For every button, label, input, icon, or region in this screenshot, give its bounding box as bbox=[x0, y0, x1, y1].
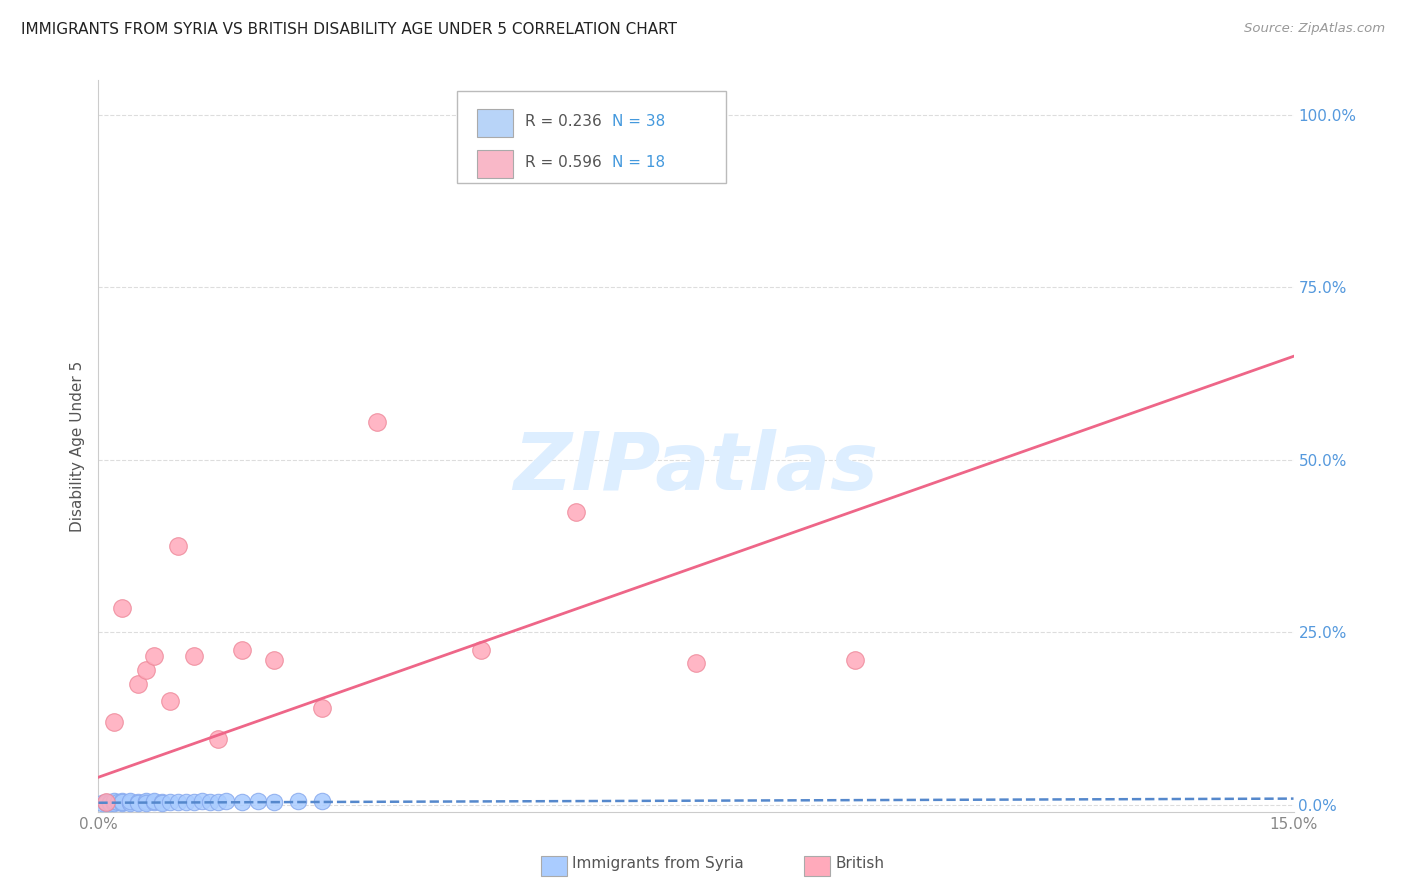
Point bbox=[150, 796, 173, 810]
Text: Source: ZipAtlas.com: Source: ZipAtlas.com bbox=[1244, 22, 1385, 36]
Point bbox=[311, 794, 333, 808]
Text: ZIPatlas: ZIPatlas bbox=[513, 429, 879, 507]
Point bbox=[231, 642, 253, 657]
Text: British: British bbox=[835, 856, 884, 871]
Point bbox=[111, 795, 134, 809]
Point bbox=[120, 796, 142, 810]
Point bbox=[287, 794, 309, 808]
Point bbox=[174, 795, 197, 809]
Point bbox=[565, 504, 588, 518]
Y-axis label: Disability Age Under 5: Disability Age Under 5 bbox=[70, 360, 86, 532]
Point bbox=[231, 795, 253, 809]
Point bbox=[111, 795, 134, 809]
FancyBboxPatch shape bbox=[477, 150, 513, 178]
Point bbox=[96, 796, 118, 810]
Text: R = 0.596: R = 0.596 bbox=[524, 155, 602, 170]
Point bbox=[844, 653, 866, 667]
Point bbox=[111, 601, 134, 615]
FancyBboxPatch shape bbox=[457, 91, 725, 183]
Point bbox=[143, 649, 166, 664]
Text: R = 0.236: R = 0.236 bbox=[524, 114, 602, 129]
FancyBboxPatch shape bbox=[477, 109, 513, 136]
Point bbox=[183, 795, 205, 809]
Point bbox=[143, 794, 166, 808]
Point bbox=[685, 657, 707, 671]
Point bbox=[150, 795, 173, 809]
Point bbox=[191, 794, 214, 808]
Point bbox=[135, 663, 157, 677]
Point bbox=[135, 794, 157, 808]
Point bbox=[135, 795, 157, 809]
Text: N = 38: N = 38 bbox=[613, 114, 665, 129]
Point bbox=[111, 794, 134, 808]
Point bbox=[159, 694, 181, 708]
Point bbox=[96, 795, 118, 809]
Text: Immigrants from Syria: Immigrants from Syria bbox=[572, 856, 744, 871]
Point bbox=[470, 642, 492, 657]
Point bbox=[167, 795, 190, 809]
Point bbox=[143, 795, 166, 809]
Point bbox=[311, 701, 333, 715]
Point bbox=[127, 796, 149, 810]
Point bbox=[103, 795, 125, 809]
Point bbox=[246, 794, 269, 808]
Point bbox=[183, 649, 205, 664]
Point bbox=[127, 677, 149, 691]
Point bbox=[107, 795, 129, 809]
Point bbox=[91, 796, 114, 810]
Point bbox=[120, 794, 142, 808]
Point bbox=[167, 539, 190, 553]
Point bbox=[366, 415, 388, 429]
Point bbox=[263, 653, 285, 667]
Point bbox=[135, 796, 157, 810]
Point bbox=[207, 795, 229, 809]
Point bbox=[159, 795, 181, 809]
Point bbox=[96, 795, 118, 809]
Point bbox=[263, 795, 285, 809]
Point bbox=[127, 795, 149, 809]
Text: IMMIGRANTS FROM SYRIA VS BRITISH DISABILITY AGE UNDER 5 CORRELATION CHART: IMMIGRANTS FROM SYRIA VS BRITISH DISABIL… bbox=[21, 22, 678, 37]
Point bbox=[120, 795, 142, 809]
Point bbox=[103, 796, 125, 810]
Point bbox=[111, 796, 134, 810]
Point bbox=[100, 796, 122, 810]
Point bbox=[198, 795, 221, 809]
Point bbox=[207, 732, 229, 747]
Point bbox=[103, 794, 125, 808]
Point bbox=[100, 795, 122, 809]
Point bbox=[103, 714, 125, 729]
Point bbox=[215, 794, 238, 808]
Text: N = 18: N = 18 bbox=[613, 155, 665, 170]
